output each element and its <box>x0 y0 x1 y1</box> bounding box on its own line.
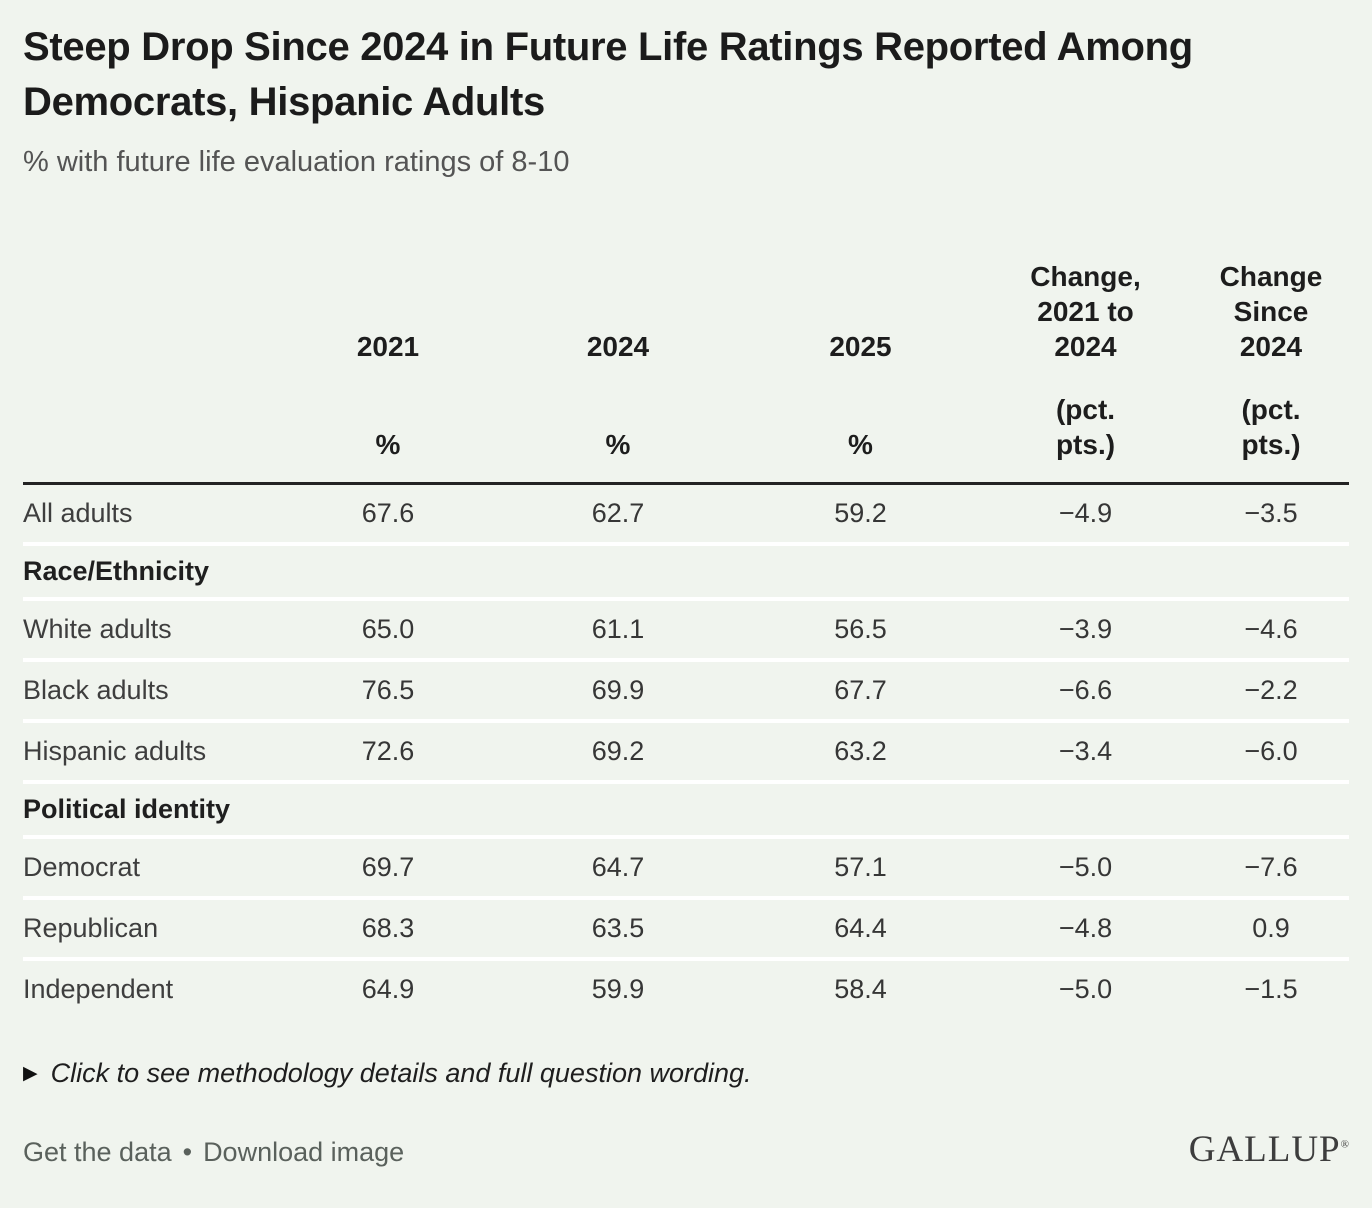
row-label: Black adults <box>23 660 283 724</box>
triangle-icon: ▶ <box>23 1063 38 1085</box>
header-change-since-2024: Change Since 2024 <box>1219 261 1323 363</box>
methodology-text: Click to see methodology details and ful… <box>50 1058 752 1089</box>
table-row-white-adults: White adults 65.0 61.1 56.5 −3.9 −4.6 <box>23 599 1349 663</box>
cell-2021: 72.6 <box>283 721 493 785</box>
subtitle: % with future life evaluation ratings of… <box>23 146 570 179</box>
header-2021: 2021 <box>356 331 420 363</box>
table-header: 2021 2024 2025 Change, 2021 to 2024 Chan… <box>23 259 1349 486</box>
cell-change-2021-2024: −3.9 <box>978 599 1193 663</box>
cell-change-2021-2024: −3.4 <box>978 721 1193 785</box>
table-row-democrat: Democrat 69.7 64.7 57.1 −5.0 −7.6 <box>23 837 1349 901</box>
cell-2021: 65.0 <box>283 599 493 663</box>
section-row-political-identity: Political identity <box>23 782 1349 840</box>
cell-change-since-2024: −3.5 <box>1193 483 1349 547</box>
cell-2024: 64.7 <box>493 837 743 901</box>
header-empty <box>23 364 283 486</box>
bullet-separator: • <box>182 1137 193 1168</box>
header-row-units: % % % (pct. pts.) (pct. pts.) <box>23 364 1349 486</box>
cell-2024: 62.7 <box>493 483 743 547</box>
row-label: White adults <box>23 599 283 663</box>
section-label: Political identity <box>23 782 1349 840</box>
cell-2021: 68.3 <box>283 898 493 962</box>
unit-change-since-2024: (pct. pts.) <box>1193 364 1349 486</box>
cell-2021: 67.6 <box>283 483 493 547</box>
unit-change-2021-2024: (pct. pts.) <box>978 364 1193 486</box>
footer-bar: Get the data • Download image GALLUP® <box>23 1131 1349 1168</box>
cell-2024: 63.5 <box>493 898 743 962</box>
cell-2025: 67.7 <box>743 660 978 724</box>
header-change-2021-2024: Change, 2021 to 2024 <box>1030 261 1141 363</box>
table-row-hispanic-adults: Hispanic adults 72.6 69.2 63.2 −3.4 −6.0 <box>23 721 1349 785</box>
cell-change-since-2024: −4.6 <box>1193 599 1349 663</box>
cell-change-2021-2024: −6.6 <box>978 660 1193 724</box>
cell-change-2021-2024: −4.9 <box>978 483 1193 547</box>
cell-change-since-2024: 0.9 <box>1193 898 1349 962</box>
cell-2024: 59.9 <box>591 974 645 1005</box>
download-image-link[interactable]: Download image <box>203 1137 405 1168</box>
table-row-republican: Republican 68.3 63.5 64.4 −4.8 0.9 <box>23 898 1349 962</box>
cell-change-since-2024: −2.2 <box>1193 660 1349 724</box>
gallup-logo: GALLUP® <box>1189 1131 1349 1168</box>
cell-2025: 59.2 <box>743 483 978 547</box>
header-2025: 2025 <box>829 331 892 363</box>
cell-2025: 57.1 <box>743 837 978 901</box>
cell-2021: 76.5 <box>283 660 493 724</box>
methodology-link[interactable]: ▶ Click to see methodology details and f… <box>23 1058 1349 1089</box>
cell-change-since-2024: −6.0 <box>1193 721 1349 785</box>
ratings-table: 2021 2024 2025 Change, 2021 to 2024 Chan… <box>23 259 1349 1018</box>
cell-2021: 64.9 <box>361 974 415 1005</box>
cell-change-2021-2024: −5.0 <box>978 837 1193 901</box>
gallup-logo-text: GALLUP <box>1188 1129 1341 1171</box>
row-label: All adults <box>23 483 283 547</box>
trademark-icon: ® <box>1340 1139 1349 1152</box>
get-data-link[interactable]: Get the data <box>23 1137 172 1168</box>
footer-links: Get the data • Download image <box>23 1137 404 1168</box>
unit-2024: % <box>493 364 743 486</box>
row-label: Independent <box>23 974 174 1005</box>
cell-change-2021-2024: −5.0 <box>1058 974 1113 1005</box>
row-label: Hispanic adults <box>23 721 283 785</box>
cell-2025: 56.5 <box>743 599 978 663</box>
cell-2024: 61.1 <box>493 599 743 663</box>
row-label: Democrat <box>23 837 283 901</box>
cell-2024: 69.9 <box>493 660 743 724</box>
cell-2021: 69.7 <box>283 837 493 901</box>
table-row-all-adults: All adults 67.6 62.7 59.2 −4.9 −3.5 <box>23 483 1349 547</box>
table-row-independent: Independent 64.9 59.9 58.4 −5.0 −1.5 <box>23 959 1349 1018</box>
section-row-race-ethnicity: Race/Ethnicity <box>23 544 1349 602</box>
unit-2025: % <box>743 364 978 486</box>
cell-change-since-2024: −1.5 <box>1244 974 1298 1005</box>
row-label: Republican <box>23 898 283 962</box>
cell-2025: 63.2 <box>743 721 978 785</box>
cell-2025: 64.4 <box>743 898 978 962</box>
header-2024: 2024 <box>586 331 650 363</box>
table-body: All adults 67.6 62.7 59.2 −4.9 −3.5 Race… <box>23 483 1349 1019</box>
cell-2024: 69.2 <box>493 721 743 785</box>
page-title: Steep Drop Since 2024 in Future Life Rat… <box>23 25 1193 125</box>
unit-2021: % <box>283 364 493 486</box>
cell-2025: 58.4 <box>834 974 887 1005</box>
cell-change-since-2024: −7.6 <box>1193 837 1349 901</box>
table-row-black-adults: Black adults 76.5 69.9 67.7 −6.6 −2.2 <box>23 660 1349 724</box>
cell-change-2021-2024: −4.8 <box>978 898 1193 962</box>
header-row-years: 2021 2024 2025 Change, 2021 to 2024 Chan… <box>23 259 1349 364</box>
section-label: Race/Ethnicity <box>23 544 1349 602</box>
header-empty <box>23 259 283 364</box>
